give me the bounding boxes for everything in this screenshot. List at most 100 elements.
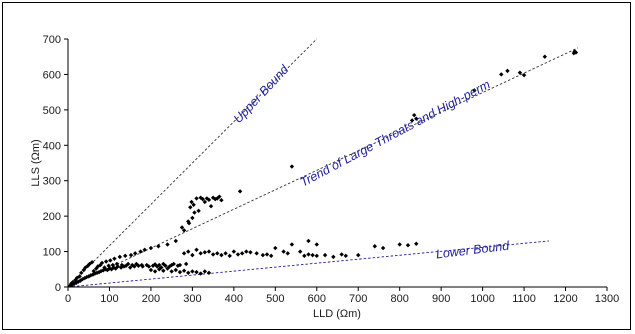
data-point	[192, 210, 197, 215]
data-point	[571, 50, 577, 56]
data-point	[177, 262, 183, 268]
x-tick-label: 1100	[512, 293, 536, 305]
data-point	[356, 252, 361, 258]
data-point	[140, 264, 145, 269]
data-point	[188, 205, 193, 210]
data-point	[339, 252, 344, 257]
data-point	[123, 253, 128, 259]
data-point	[102, 265, 107, 270]
data-point	[115, 264, 120, 269]
data-point	[397, 242, 402, 247]
annotation-labels: Upper Bound Trend of Large Throats and H…	[231, 62, 511, 262]
data-point	[414, 116, 419, 121]
y-tick-label: 200	[43, 211, 61, 223]
data-point	[186, 219, 191, 224]
data-point	[186, 270, 191, 276]
data-point	[260, 252, 266, 258]
data-point	[183, 261, 189, 267]
data-point	[92, 271, 98, 276]
data-point	[217, 194, 222, 199]
data-point	[264, 252, 270, 257]
y-tick-label: 0	[55, 282, 61, 294]
y-tick-label: 100	[43, 247, 61, 259]
x-tick-label: 900	[432, 293, 450, 305]
data-point	[173, 238, 178, 244]
data-point	[74, 275, 80, 280]
data-point	[572, 49, 577, 54]
data-point	[89, 260, 95, 265]
data-point	[499, 72, 504, 77]
data-point	[200, 196, 205, 202]
data-point	[173, 267, 178, 273]
data-point	[219, 252, 224, 258]
data-point	[219, 198, 224, 203]
axes	[67, 39, 607, 288]
data-point	[237, 189, 243, 194]
data-point	[542, 54, 548, 59]
data-point	[130, 262, 135, 268]
reference-lines	[67, 38, 579, 288]
data-point	[289, 242, 295, 247]
data-point	[86, 274, 91, 279]
data-point	[142, 247, 147, 252]
data-point	[99, 260, 105, 266]
data-point	[112, 256, 117, 261]
data-point	[306, 252, 311, 257]
data-point	[179, 225, 185, 230]
lower-bound-label: Lower Bound	[435, 238, 511, 261]
y-tick-label: 400	[43, 140, 61, 152]
data-point	[409, 118, 415, 123]
data-point	[190, 215, 195, 221]
data-point	[314, 242, 319, 247]
data-point	[132, 264, 137, 269]
data-point	[208, 204, 214, 209]
data-point	[194, 269, 199, 275]
data-point	[380, 245, 386, 251]
data-point	[273, 245, 278, 251]
data-point	[521, 72, 527, 78]
x-axis-title: LLD (Ωm)	[313, 308, 361, 320]
data-point	[343, 253, 348, 259]
data-point	[210, 252, 216, 257]
data-point	[150, 263, 156, 268]
x-tick-label: 800	[391, 293, 409, 305]
data-point	[206, 270, 212, 276]
data-point	[132, 251, 138, 256]
data-point	[127, 265, 133, 270]
data-point	[206, 197, 212, 203]
x-tick-label: 100	[100, 293, 118, 305]
data-point	[117, 254, 123, 260]
data-point	[196, 208, 201, 214]
trend-line	[67, 47, 579, 288]
data-point	[181, 228, 187, 233]
data-point	[148, 267, 154, 273]
data-point	[136, 263, 141, 268]
data-point	[202, 250, 208, 255]
data-point	[181, 251, 187, 256]
data-point	[146, 264, 152, 269]
data-point	[165, 242, 170, 247]
data-points	[67, 49, 579, 288]
x-tick-group: 0 100 200 300 400 500 600 700 800 900 1000 1100 1200…	[65, 287, 619, 305]
data-point	[190, 252, 195, 258]
y-tick-group: 0 100 200 300 400 500 600 700	[43, 34, 68, 294]
y-tick-label: 500	[43, 105, 61, 117]
data-point	[223, 251, 228, 256]
x-tick-label: 600	[308, 293, 326, 305]
x-tick-label: 700	[349, 293, 367, 305]
chart-frame	[2, 2, 631, 330]
data-point	[148, 245, 154, 251]
y-tick-label: 600	[43, 69, 61, 81]
data-point	[85, 263, 91, 268]
data-point	[186, 221, 192, 226]
x-tick-label: 1200	[553, 293, 577, 305]
data-point	[202, 199, 208, 205]
y-tick-label: 700	[43, 34, 61, 46]
data-point	[235, 252, 241, 257]
data-point	[190, 269, 195, 274]
data-point	[157, 267, 162, 272]
data-point	[157, 262, 162, 268]
data-point	[175, 263, 181, 268]
data-point	[87, 261, 92, 267]
